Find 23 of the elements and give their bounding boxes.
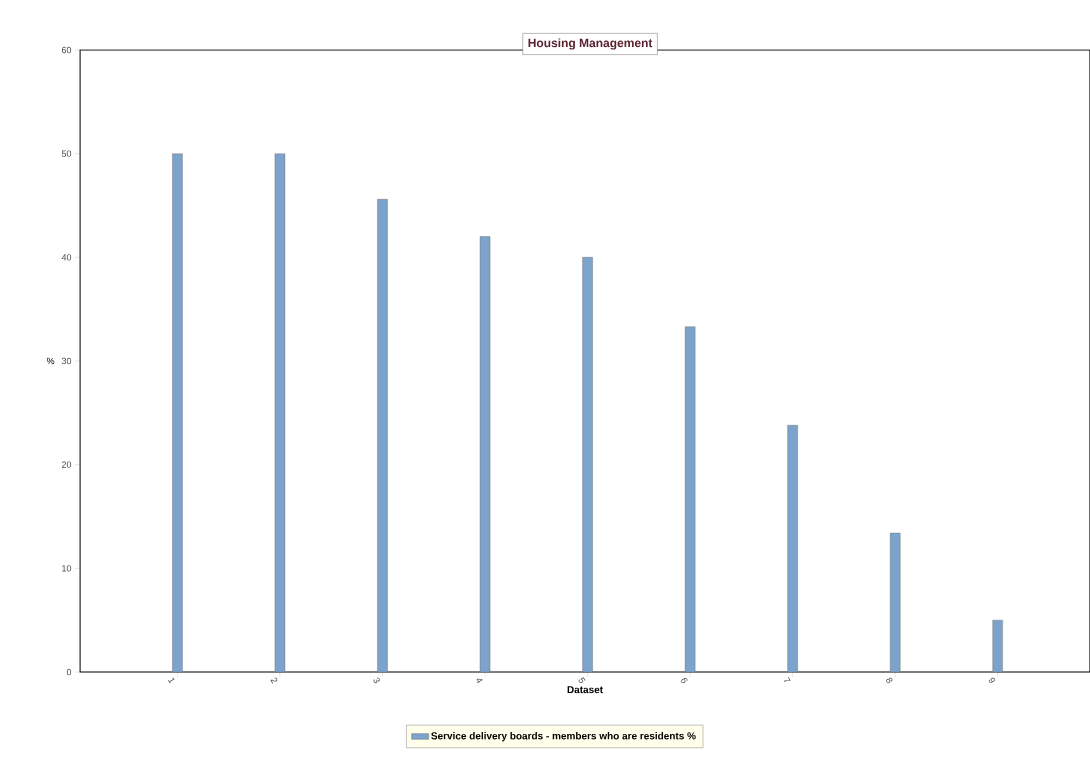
x-tick-label: 6 xyxy=(681,677,688,684)
chart-title: Housing Management xyxy=(528,38,653,50)
y-tick-label: 10 xyxy=(62,565,72,572)
x-tick-label: 2 xyxy=(270,677,278,684)
x-tick-label: 1 xyxy=(168,677,175,684)
y-tick-label: 40 xyxy=(61,254,72,261)
x-tick-label: 7 xyxy=(783,677,791,682)
y-axis-title: % xyxy=(46,357,55,365)
y-tick-label: 20 xyxy=(61,461,72,468)
legend-label: Service delivery boards - members who are residents % xyxy=(431,732,696,742)
x-tick-label: 3 xyxy=(373,677,380,684)
bar xyxy=(377,199,388,672)
x-tick-label: 8 xyxy=(886,677,893,684)
x-tick-label: 4 xyxy=(476,678,483,684)
bar xyxy=(582,257,593,672)
bar xyxy=(172,153,183,672)
x-tick-label: 5 xyxy=(578,677,586,684)
x-tick-label: 9 xyxy=(988,677,995,683)
x-axis-title: Dataset xyxy=(567,686,603,694)
y-tick-label: 30 xyxy=(61,357,72,365)
y-tick-label: 60 xyxy=(61,46,72,54)
y-tick-label: 50 xyxy=(61,150,72,157)
y-tick-label: 0 xyxy=(66,668,72,676)
